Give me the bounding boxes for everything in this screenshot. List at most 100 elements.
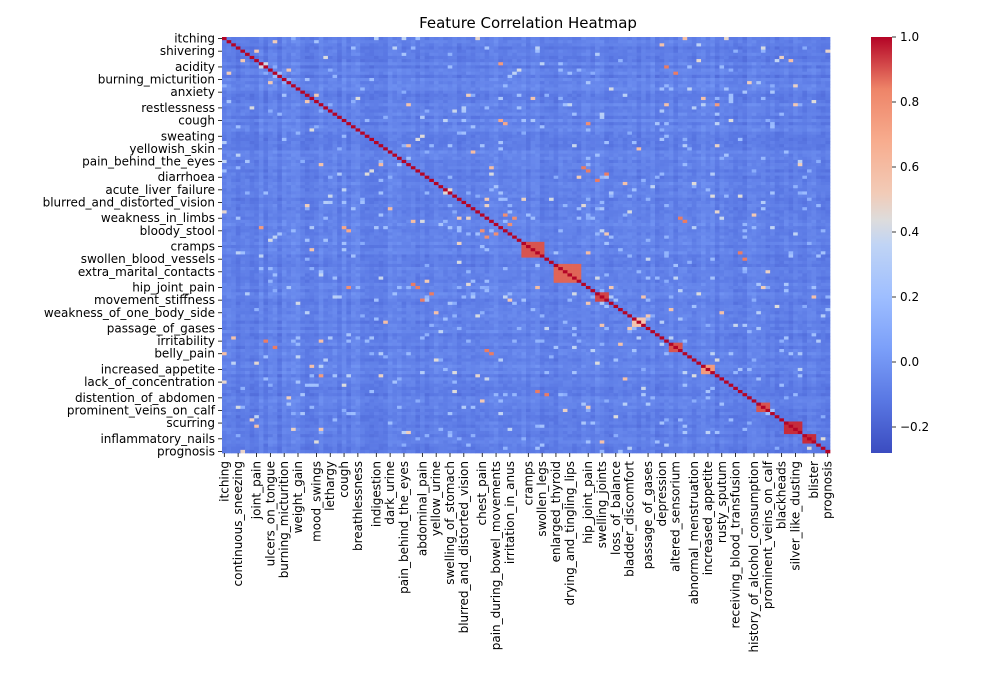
- heatmap-cell: [502, 125, 508, 129]
- heatmap-cell: [668, 74, 674, 79]
- heatmap-cell: [724, 37, 730, 41]
- heatmap-cell: [802, 71, 808, 76]
- heatmap-cell: [493, 150, 499, 154]
- heatmap-cell: [622, 55, 628, 60]
- heatmap-cell: [484, 131, 490, 136]
- heatmap-cell: [613, 106, 619, 110]
- heatmap-cell: [240, 134, 246, 139]
- heatmap-cell: [502, 59, 508, 63]
- heatmap-cell: [364, 62, 370, 66]
- heatmap-cell: [696, 150, 702, 154]
- heatmap-cell: [466, 46, 472, 50]
- heatmap-cell: [710, 141, 716, 145]
- heatmap-cell: [291, 128, 297, 132]
- heatmap-cell: [235, 62, 241, 66]
- heatmap-cell: [406, 122, 412, 126]
- heatmap-cell: [719, 37, 725, 41]
- heatmap-cell: [258, 90, 264, 95]
- heatmap-cell: [691, 100, 697, 104]
- heatmap-cell: [687, 153, 693, 158]
- heatmap-cell: [636, 81, 642, 85]
- heatmap-cell: [479, 71, 485, 76]
- heatmap-cell: [493, 131, 499, 136]
- heatmap-cell: [618, 74, 624, 79]
- heatmap-cell: [443, 125, 449, 129]
- heatmap-cell: [770, 150, 776, 154]
- heatmap-cell: [608, 65, 614, 69]
- heatmap-cell: [240, 46, 246, 50]
- heatmap-cell: [226, 49, 232, 54]
- heatmap-cell: [774, 131, 780, 136]
- heatmap-cell: [654, 43, 660, 47]
- heatmap-cell: [493, 90, 499, 95]
- heatmap-cell: [392, 153, 398, 158]
- heatmap-cell: [323, 153, 329, 158]
- heatmap-cell: [300, 84, 306, 88]
- heatmap-cell: [300, 81, 306, 85]
- heatmap-cell: [797, 96, 803, 101]
- heatmap-cell: [410, 128, 416, 132]
- heatmap-cell: [747, 141, 753, 145]
- heatmap-cell: [622, 77, 628, 82]
- heatmap-cell: [309, 153, 315, 158]
- heatmap-cell: [415, 71, 421, 76]
- heatmap-cell: [802, 150, 808, 154]
- heatmap-cell: [530, 65, 536, 69]
- heatmap-cell: [701, 112, 706, 117]
- heatmap-cell: [387, 96, 393, 101]
- heatmap-cell: [765, 118, 771, 123]
- heatmap-cell: [825, 118, 831, 123]
- heatmap-cell: [461, 55, 467, 60]
- heatmap-cell: [350, 81, 356, 85]
- heatmap-cell: [452, 103, 458, 107]
- heatmap-cell: [728, 122, 734, 126]
- heatmap-cell: [535, 112, 541, 117]
- heatmap-cell: [553, 128, 559, 132]
- heatmap-cell: [585, 68, 591, 73]
- heatmap-cell: [793, 134, 799, 139]
- heatmap-cell: [770, 65, 776, 69]
- heatmap-cell: [788, 55, 794, 60]
- heatmap-cell: [539, 112, 545, 117]
- heatmap-cell: [231, 40, 237, 44]
- heatmap-cell: [659, 103, 665, 107]
- heatmap-cell: [424, 77, 430, 82]
- heatmap-cell: [724, 46, 730, 50]
- heatmap-cell: [314, 62, 320, 66]
- heatmap-cell: [447, 49, 453, 54]
- heatmap-cell: [484, 68, 490, 73]
- heatmap-cell: [332, 103, 338, 107]
- heatmap-cell: [622, 100, 628, 104]
- heatmap-cell: [618, 137, 624, 142]
- heatmap-cell: [742, 112, 748, 117]
- heatmap-cell: [701, 87, 706, 91]
- heatmap-cell: [295, 96, 301, 101]
- heatmap-cell: [668, 65, 674, 69]
- heatmap-cell: [433, 106, 439, 110]
- heatmap-cell: [595, 115, 601, 120]
- heatmap-cell: [258, 147, 264, 151]
- heatmap-cell: [682, 52, 688, 57]
- heatmap-cell: [300, 65, 306, 69]
- heatmap-cell: [433, 112, 439, 117]
- heatmap-cell: [820, 147, 826, 151]
- heatmap-cell: [332, 40, 338, 44]
- heatmap-cell: [281, 74, 287, 79]
- heatmap-cell: [484, 96, 490, 101]
- heatmap-cell: [249, 115, 255, 120]
- heatmap-cell: [783, 71, 789, 76]
- heatmap-cell: [438, 122, 444, 126]
- heatmap-cell: [585, 100, 591, 104]
- heatmap-cell: [327, 106, 333, 110]
- heatmap-cell: [581, 77, 587, 82]
- heatmap-cell: [802, 100, 808, 104]
- heatmap-cell: [350, 46, 356, 50]
- heatmap-cell: [806, 144, 812, 148]
- heatmap-cell: [300, 62, 306, 66]
- heatmap-cell: [235, 87, 241, 91]
- heatmap-cell: [756, 84, 762, 88]
- heatmap-cell: [820, 81, 826, 85]
- heatmap-cell: [429, 122, 435, 126]
- heatmap-cell: [226, 147, 232, 151]
- heatmap-cell: [456, 115, 462, 120]
